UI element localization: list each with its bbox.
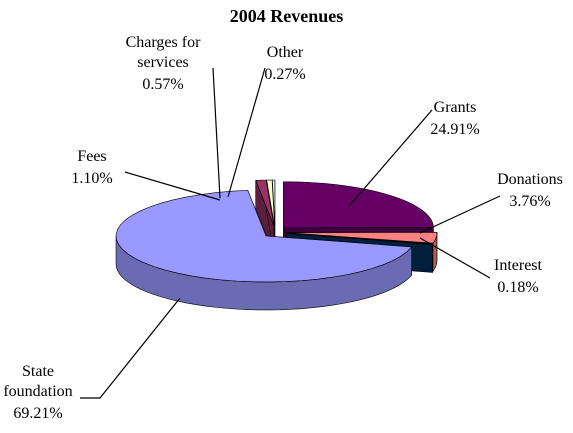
leader-line — [349, 109, 433, 206]
leader-line — [80, 297, 181, 399]
value-label: 0.18% — [497, 279, 539, 296]
slice — [266, 179, 275, 227]
category-label: State foundation — [3, 363, 73, 400]
slice — [115, 190, 413, 283]
value-label: 0.27% — [264, 66, 306, 83]
category-label: Other — [266, 44, 304, 61]
chart-title: 2004 Revenues — [229, 6, 344, 26]
category-label: Charges for services — [125, 34, 201, 71]
value-label: 0.57% — [142, 76, 184, 93]
slice — [286, 233, 434, 245]
leader-line — [212, 67, 221, 199]
category-label: Interest — [494, 257, 542, 274]
slice — [283, 181, 434, 229]
category-label: Donations — [497, 171, 563, 188]
leader-line — [419, 195, 501, 234]
slice — [255, 179, 275, 227]
leader-line — [227, 67, 266, 198]
value-label: 3.76% — [509, 193, 551, 210]
category-label: Grants — [433, 99, 477, 116]
leader-line — [124, 171, 221, 201]
value-label: 69.21% — [13, 405, 63, 422]
slice — [272, 179, 276, 227]
slice — [286, 232, 438, 244]
leader-line — [419, 237, 491, 279]
category-label: Fees — [77, 148, 107, 165]
value-label: 1.10% — [71, 170, 113, 187]
value-label: 24.91% — [430, 121, 480, 138]
